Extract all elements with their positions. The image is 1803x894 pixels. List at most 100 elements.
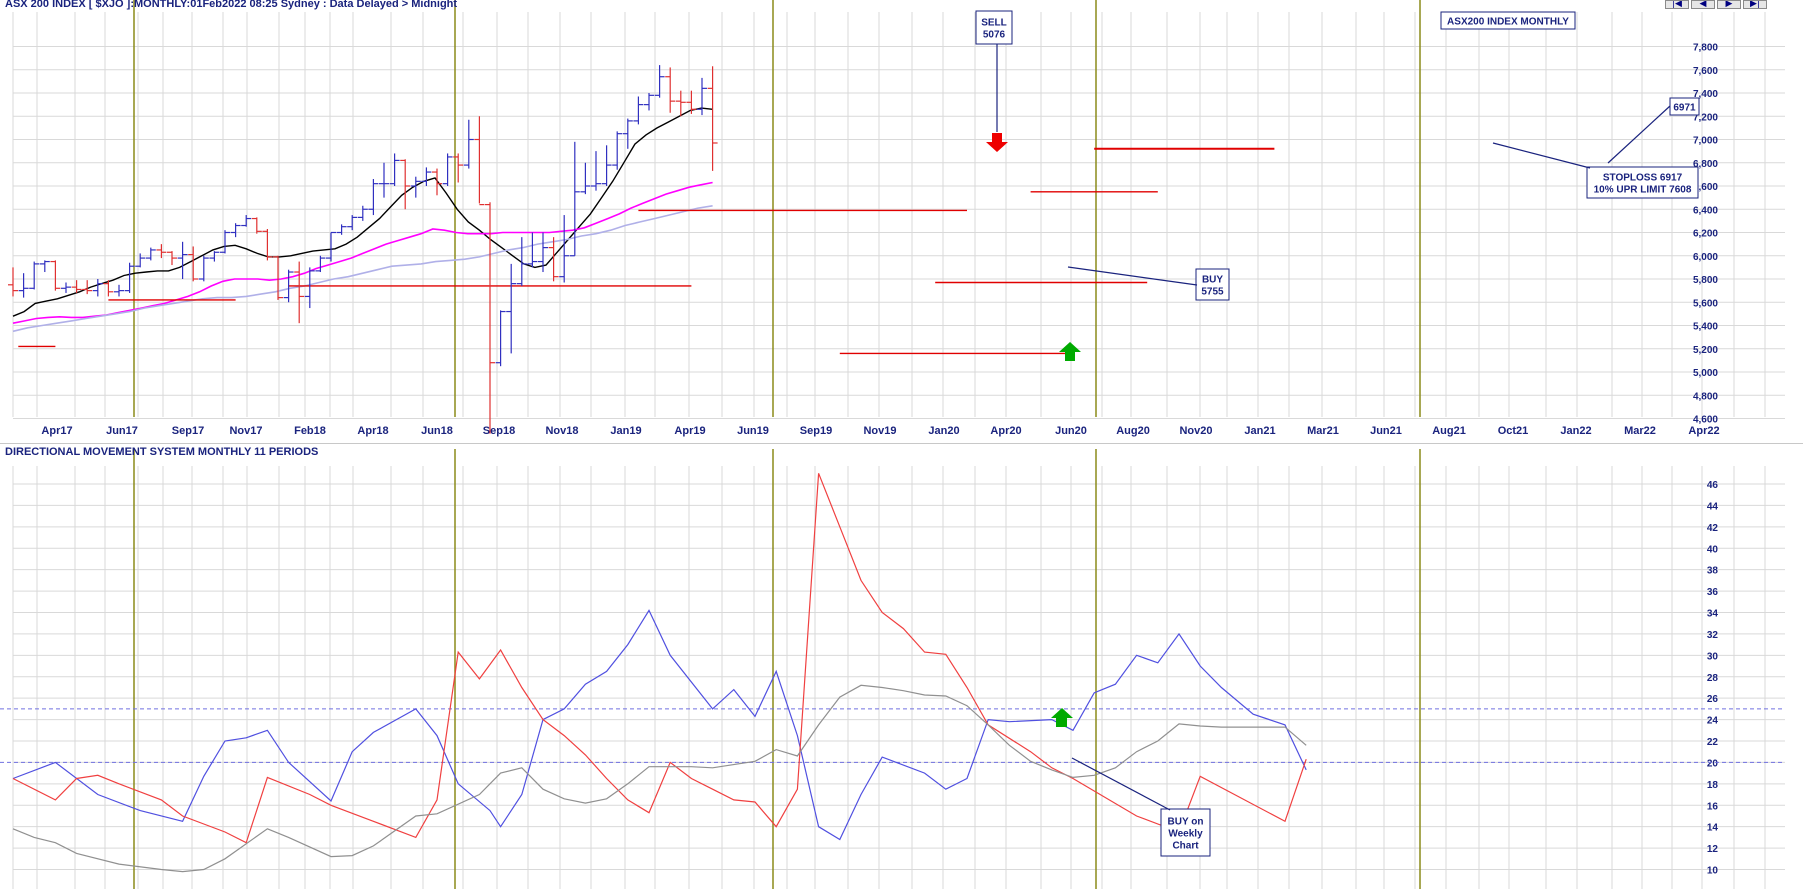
price-6971-label: 6971 [1669, 97, 1700, 116]
ohlc-bar [156, 244, 167, 259]
x-tick-label: Sep19 [800, 425, 832, 437]
ohlc-bar [92, 279, 103, 297]
pointer-6971-line [1607, 105, 1671, 164]
stoploss-label-text: 10% UPR LIMIT 7608 [1594, 185, 1692, 196]
x-tick-label: Jan19 [610, 425, 641, 437]
ohlc-bar [410, 176, 421, 198]
x-tick-label: Aug21 [1432, 425, 1466, 437]
ohlc-bar [114, 284, 124, 297]
ohlc-bar [39, 260, 50, 273]
ohlc-bar [167, 251, 177, 266]
price-6971-label-text: 6971 [1673, 103, 1696, 114]
ohlc-bar [50, 260, 61, 291]
nav-next-button[interactable]: ▶ [1717, 0, 1741, 9]
ohlc-bar [220, 230, 230, 254]
ohlc-bar [241, 215, 252, 227]
x-tick-label: Jan20 [928, 425, 959, 437]
price-y-tick-label: 7,600 [1693, 66, 1718, 77]
ohlc-bar [622, 118, 633, 149]
ohlc-bar [379, 162, 389, 198]
x-tick-label: Jun20 [1055, 425, 1087, 437]
price-y-tick-label: 6,200 [1693, 229, 1718, 240]
ohlc-bar [612, 131, 623, 170]
ohlc-bar [82, 280, 93, 295]
price-y-tick-label: 5,400 [1693, 322, 1718, 333]
ohlc-bar [389, 153, 400, 186]
price-y-tick-label: 4,800 [1693, 391, 1718, 402]
ohlc-bar [463, 119, 474, 169]
nav-first-button[interactable]: |◀ [1665, 0, 1689, 9]
price-y-tick-label: 5,000 [1693, 368, 1718, 379]
x-tick-label: Aug20 [1116, 425, 1150, 437]
dms-y-tick-label: 40 [1707, 544, 1719, 555]
ohlc-bar [18, 273, 29, 298]
dms-y-tick-label: 30 [1707, 651, 1719, 662]
price-y-tick-label: 6,600 [1693, 182, 1718, 193]
ohlc-bar [495, 310, 506, 367]
ohlc-bar [686, 90, 697, 114]
ohlc-bar [569, 141, 580, 257]
dms-series-line [12, 684, 1307, 873]
ohlc-bar [697, 77, 707, 116]
asx200-monthly-label-text: ASX200 INDEX MONTHLY [1447, 17, 1569, 28]
ohlc-bar [71, 280, 82, 293]
dms-y-tick-label: 26 [1707, 694, 1719, 705]
ohlc-bar [654, 65, 665, 98]
x-tick-label: Jan21 [1244, 425, 1275, 437]
x-tick-label: Mar21 [1307, 425, 1339, 437]
asx200-monthly-label: ASX200 INDEX MONTHLY [1440, 11, 1576, 30]
ohlc-bar [474, 116, 485, 206]
ohlc-bar [294, 261, 305, 324]
dms-y-tick-label: 34 [1707, 609, 1719, 620]
ohlc-bar [251, 217, 262, 234]
x-tick-label: Apr20 [990, 425, 1021, 437]
ohlc-bar [188, 246, 199, 282]
x-tick-label: Feb18 [294, 425, 326, 437]
ohlc-bar [580, 162, 591, 195]
price-y-tick-label: 6,400 [1693, 205, 1718, 216]
ohlc-bar [538, 232, 548, 273]
sell-annotation-text: 5076 [983, 30, 1006, 41]
dms-panel-title: DIRECTIONAL MOVEMENT SYSTEM MONTHLY 11 P… [5, 446, 319, 458]
x-tick-label: Nov17 [229, 425, 262, 437]
ohlc-bar [548, 237, 559, 282]
ohlc-bar [347, 215, 358, 231]
ohlc-bar [591, 151, 601, 191]
price-y-tick-label: 6,000 [1693, 252, 1718, 263]
ohlc-bar [8, 267, 18, 297]
x-tick-label: Jun21 [1370, 425, 1402, 437]
stoploss-pointer-line [1492, 142, 1591, 169]
x-tick-label: Jun17 [106, 425, 138, 437]
moving-average-line [12, 205, 713, 333]
nav-prev-button[interactable]: ◀ [1691, 0, 1715, 9]
price-y-tick-label: 7,400 [1693, 89, 1718, 100]
x-tick-label: Sep17 [172, 425, 204, 437]
x-tick-label: Oct21 [1498, 425, 1529, 437]
dms-y-tick-label: 32 [1707, 630, 1719, 641]
ohlc-bar [368, 179, 379, 216]
x-tick-label: Nov20 [1179, 425, 1212, 437]
x-tick-label: Apr22 [1688, 425, 1719, 437]
moving-average-line [12, 181, 713, 324]
sell-annotation-text: SELL [981, 18, 1007, 29]
ohlc-bar [198, 255, 209, 282]
dms-series-line [12, 473, 1307, 844]
ohlc-bar [485, 202, 495, 434]
ohlc-bar [145, 247, 156, 261]
buy-weekly-arrow-icon [1051, 708, 1073, 727]
ohlc-bar [29, 261, 40, 290]
ohlc-bar [209, 251, 220, 262]
x-tick-label: Jun19 [737, 425, 769, 437]
ohlc-bar [400, 159, 411, 210]
ohlc-bar [633, 96, 644, 125]
nav-last-button[interactable]: ▶| [1743, 0, 1767, 9]
dms-y-tick-label: 14 [1707, 823, 1719, 834]
ohlc-bar [559, 215, 570, 283]
price-y-tick-label: 5,600 [1693, 298, 1718, 309]
ohlc-bar [315, 255, 326, 273]
x-tick-label: Jan22 [1560, 425, 1591, 437]
